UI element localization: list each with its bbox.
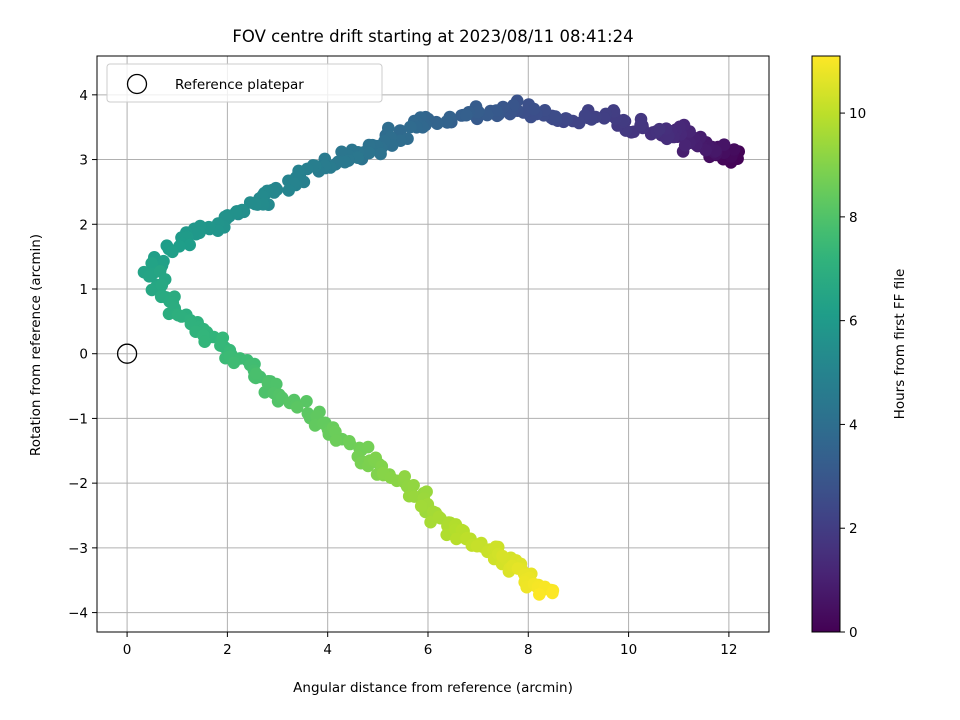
legend-marker [126,73,148,95]
data-point [290,401,304,414]
data-point [546,586,559,600]
data-point [471,105,484,119]
data-point [653,122,666,136]
x-axis-ticks: 0 2 4 6 8 10 12 [123,632,737,658]
data-point [145,283,159,297]
x-tick-label: 0 [123,642,132,658]
chart-title: FOV centre drift starting at 2023/08/11 … [232,27,633,46]
data-point [166,245,179,259]
colorbar-label: Hours from first FF file [892,269,908,420]
data-point [572,116,586,130]
y-tick-label: −4 [68,606,88,622]
data-point [727,143,741,156]
data-point [404,120,417,134]
y-tick-label: −3 [68,541,88,557]
data-point [249,367,263,381]
colorbar-tick-label: 4 [849,417,858,433]
data-point [183,238,196,252]
data-point [145,257,158,270]
data-points [137,94,745,601]
colorbar-tick-label: 0 [849,625,858,641]
data-point [398,470,412,483]
data-point [300,395,313,408]
y-tick-label: 4 [79,88,88,104]
x-tick-label: 8 [524,642,533,658]
data-point [227,356,241,370]
legend-box [106,63,383,103]
data-point [335,145,348,159]
y-axis-label: Rotation from reference (arcmin) [28,234,44,456]
data-point [361,440,375,454]
x-tick-label: 4 [323,642,332,658]
data-point [450,532,463,546]
data-point [549,110,562,123]
y-tick-label: 2 [79,217,88,233]
data-point [329,434,343,447]
data-point [198,335,211,349]
data-point [362,146,376,160]
data-point [634,112,648,126]
x-tick-label: 12 [720,642,737,658]
y-tick-label: 3 [79,153,88,169]
plot-frame [96,55,770,633]
y-tick-label: −2 [68,476,88,492]
colorbar-tick-label: 10 [849,106,866,122]
colorbar-tick-label: 8 [849,210,858,226]
x-tick-label: 6 [424,642,433,658]
data-point [343,435,356,448]
colorbar-tick-label: 6 [849,314,858,330]
legend: Reference platepar [106,63,383,103]
data-point [414,499,428,513]
colorbar: 0 2 4 6 8 10 Hours from first FF file [811,55,908,641]
data-point [460,108,473,122]
y-tick-label: 0 [79,347,88,363]
x-tick-label: 2 [223,642,232,658]
colorbar-tick-label: 2 [849,521,858,537]
axes-frame [96,55,770,633]
reference-marker [116,343,138,364]
data-point [496,549,509,563]
data-point [142,270,156,283]
data-point [527,102,541,116]
data-point [432,510,446,524]
data-point [282,184,296,197]
grid-lines [97,56,769,632]
legend-entry-reference: Reference platepar [175,77,304,93]
y-tick-label: 1 [79,282,88,298]
data-point [214,339,227,352]
data-point [470,539,484,553]
colorbar-ticks: 0 2 4 6 8 10 [840,106,866,641]
data-point [533,588,546,601]
colorbar-gradient [812,56,840,632]
data-point [408,490,421,503]
data-point [374,147,387,161]
data-point [243,196,257,209]
x-axis-label: Angular distance from reference (arcmin) [293,680,573,696]
x-tick-label: 10 [620,642,637,658]
data-point [155,279,169,292]
data-point [440,115,454,128]
y-axis-ticks: −4 −3 −2 −1 0 1 2 3 4 [68,88,97,622]
data-point [678,139,692,152]
colorbar-frame [811,55,841,633]
reference-platepar-marker [116,343,138,364]
y-tick-label: −1 [68,411,88,427]
data-point [559,112,573,125]
